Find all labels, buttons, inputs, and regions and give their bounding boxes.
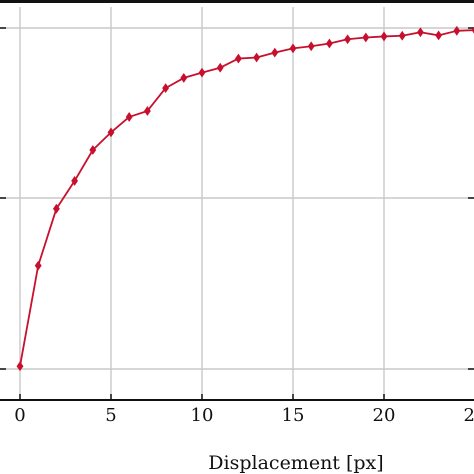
data-point-marker [143,106,151,116]
data-point-marker [362,32,370,43]
x-tick-label: 20 [373,405,396,426]
data-point-marker [398,30,406,41]
data-point-marker [198,67,206,78]
data-point-marker [416,27,424,38]
data-point-marker [216,62,224,73]
data-point-marker [380,31,388,42]
x-tick-label: 10 [191,405,214,426]
data-point-marker [34,260,42,271]
series-layer [16,25,474,372]
data-point-marker [89,145,97,155]
x-tick-labels: 0 5 10 15 20 24 [14,405,474,426]
data-point-marker [16,361,24,372]
data-point-marker [325,38,333,49]
grid-lines [0,7,474,400]
x-tick-label: 5 [105,405,116,426]
data-point-marker [234,53,242,64]
data-point-marker [71,176,79,186]
data-point-marker [107,127,115,138]
data-point-marker [125,112,133,122]
data-point-marker [52,203,60,214]
x-tick-label: 0 [14,405,25,426]
x-tick-label: 24 [464,405,474,426]
x-tick-label: 15 [282,405,305,426]
data-point-marker [180,73,188,83]
axes-frame [0,0,474,401]
data-point-marker [453,25,461,36]
data-point-marker [253,52,261,63]
data-point-marker [435,30,443,41]
x-axis-title: Displacement [px] [208,452,383,474]
data-point-marker [289,43,297,54]
data-point-marker [162,83,170,94]
data-point-marker [271,47,279,58]
data-point-marker [307,41,315,52]
data-point-marker [344,34,352,45]
